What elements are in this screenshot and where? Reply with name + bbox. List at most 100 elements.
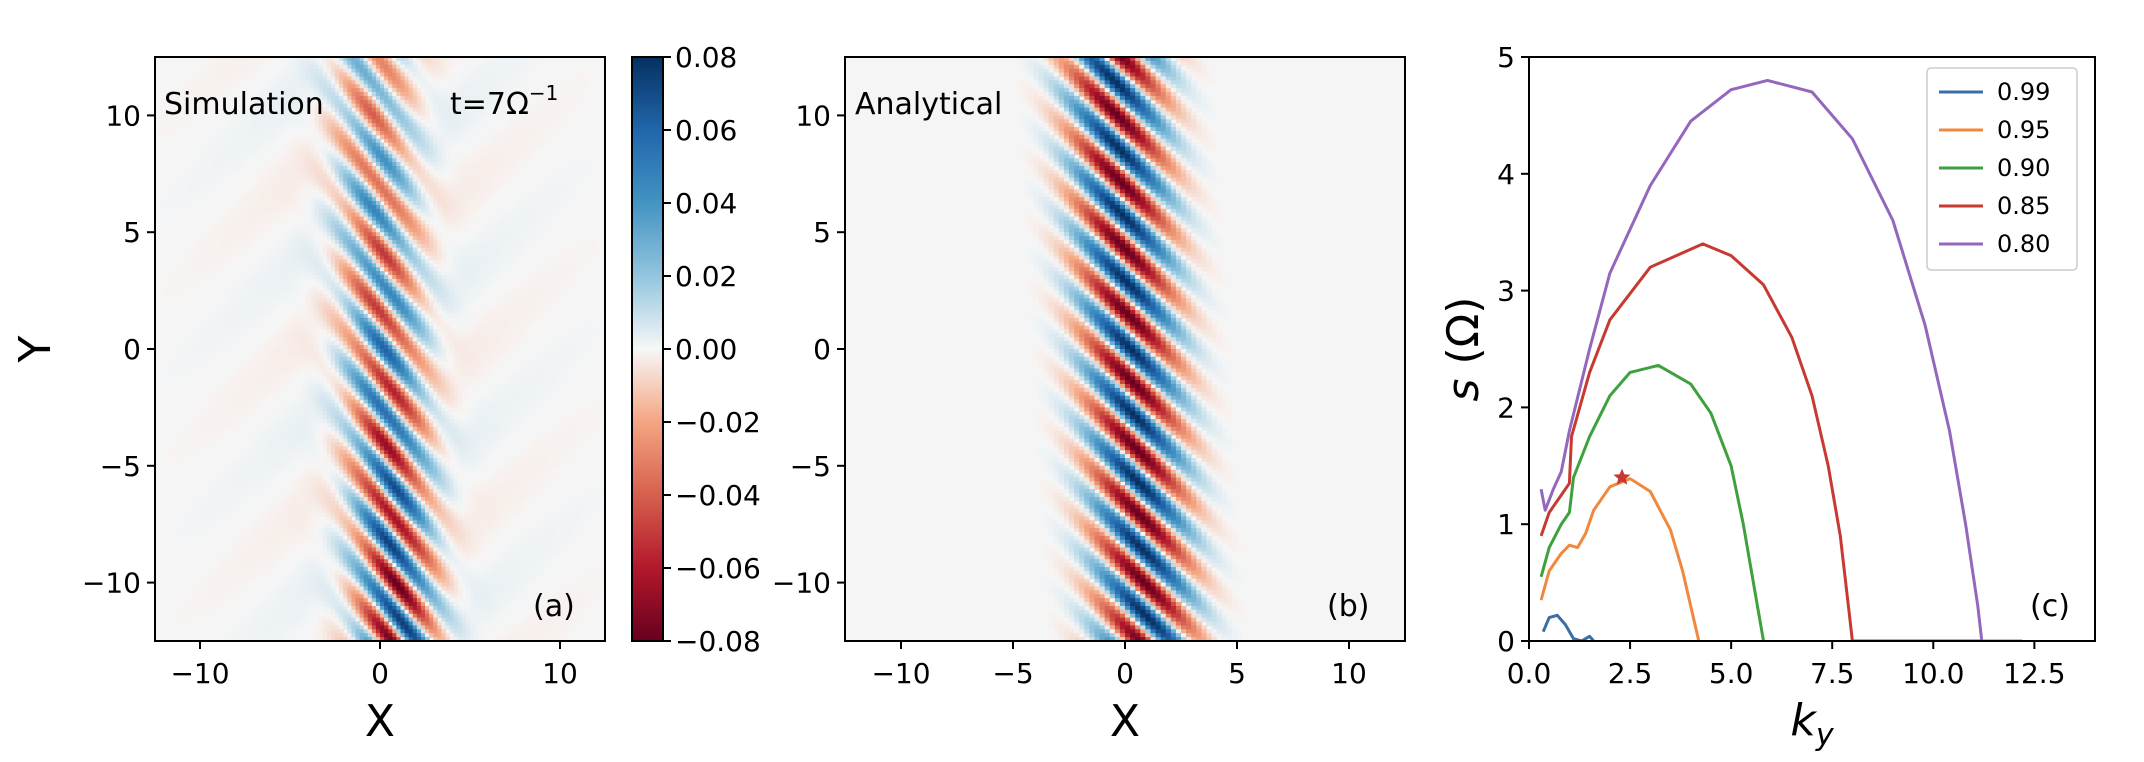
- heatmap-cell: [294, 228, 299, 233]
- heatmap-cell: [388, 111, 393, 116]
- heatmap-cell: [273, 88, 279, 93]
- heatmap-cell: [216, 68, 222, 74]
- heatmap-cell: [159, 130, 164, 136]
- heatmap-cell: [347, 298, 352, 303]
- heatmap-cell: [506, 224, 512, 229]
- heatmap-cell: [224, 84, 230, 89]
- heatmap-cell: [502, 255, 508, 261]
- heatmap-cell: [224, 212, 230, 218]
- heatmap-cell: [506, 64, 512, 70]
- heatmap-cell: [187, 275, 193, 280]
- heatmap-cell: [474, 72, 479, 78]
- heatmap-cell: [228, 220, 234, 226]
- heatmap-cell: [502, 138, 508, 144]
- heatmap-cell: [457, 278, 463, 284]
- heatmap-cell: [392, 197, 397, 202]
- heatmap-cell: [547, 290, 553, 296]
- heatmap-cell: [236, 251, 242, 257]
- heatmap-cell: [396, 232, 402, 237]
- heatmap-cell: [445, 115, 451, 120]
- heatmap-cell: [498, 220, 504, 226]
- heatmap-cell: [249, 60, 254, 66]
- heatmap-cell: [396, 119, 402, 124]
- heatmap-cell: [326, 220, 332, 226]
- heatmap-cell: [326, 216, 332, 222]
- heatmap-cell: [388, 189, 393, 194]
- heatmap-cell: [351, 294, 357, 299]
- heatmap-cell: [253, 239, 258, 245]
- heatmap-cell: [306, 216, 312, 222]
- heatmap-cell: [547, 111, 553, 116]
- heatmap-cell: [465, 88, 471, 93]
- heatmap-cell: [212, 162, 217, 167]
- heatmap-cell: [277, 92, 283, 97]
- heatmap-cell: [457, 162, 463, 167]
- heatmap-cell: [478, 236, 483, 241]
- heatmap-cell: [298, 177, 303, 183]
- heatmap-cell: [322, 57, 328, 62]
- heatmap-cell: [498, 185, 504, 190]
- heatmap-cell: [347, 72, 352, 78]
- heatmap-cell: [216, 236, 222, 241]
- heatmap-cell: [519, 239, 524, 245]
- heatmap-cell: [474, 154, 479, 159]
- heatmap-cell: [502, 298, 508, 303]
- heatmap-cell: [396, 185, 402, 190]
- heatmap-cell: [216, 92, 222, 97]
- heatmap-cell: [277, 251, 283, 257]
- heatmap-cell: [281, 64, 287, 70]
- heatmap-cell: [425, 92, 430, 97]
- heatmap-cell: [265, 130, 271, 136]
- heatmap-cell: [224, 162, 230, 167]
- heatmap-cell: [515, 208, 520, 214]
- heatmap-cell: [580, 154, 586, 159]
- heatmap-cell: [228, 298, 234, 303]
- heatmap-cell: [216, 247, 222, 253]
- heatmap-cell: [396, 290, 402, 296]
- heatmap-cell: [510, 216, 516, 222]
- heatmap-cell: [478, 255, 483, 261]
- heatmap-cell: [339, 84, 344, 89]
- heatmap-cell: [474, 68, 479, 74]
- heatmap-cell: [498, 138, 504, 144]
- heatmap-cell: [392, 236, 397, 241]
- heatmap-cell: [392, 169, 397, 175]
- heatmap-cell: [359, 177, 365, 183]
- heatmap-cell: [441, 150, 447, 155]
- heatmap-cell: [375, 282, 381, 288]
- heatmap-cell: [416, 80, 422, 85]
- heatmap-cell: [453, 173, 459, 179]
- heatmap-cell: [322, 130, 328, 136]
- heatmap-cell: [404, 84, 410, 89]
- heatmap-cell: [347, 154, 352, 159]
- heatmap-cell: [519, 212, 524, 218]
- heatmap-cell: [515, 84, 520, 89]
- heatmap-cell: [465, 189, 471, 194]
- heatmap-cell: [392, 119, 397, 124]
- heatmap-cell: [273, 92, 279, 97]
- heatmap-cell: [273, 134, 279, 140]
- heatmap-cell: [486, 60, 492, 66]
- heatmap-cell: [155, 127, 160, 132]
- heatmap-cell: [200, 243, 205, 249]
- heatmap-cell: [355, 267, 361, 272]
- heatmap-cell: [457, 134, 463, 140]
- heatmap-cell: [506, 57, 512, 62]
- heatmap-cell: [375, 146, 381, 152]
- heatmap-cell: [208, 239, 213, 245]
- heatmap-cell: [212, 224, 217, 229]
- heatmap-cell: [449, 111, 455, 116]
- heatmap-cell: [187, 76, 193, 81]
- heatmap-cell: [441, 243, 447, 249]
- heatmap-cell: [461, 263, 467, 268]
- heatmap-cell: [195, 271, 201, 276]
- heatmap-cell: [273, 243, 279, 249]
- heatmap-cell: [265, 138, 271, 144]
- heatmap-cell: [245, 298, 250, 303]
- heatmap-cell: [498, 80, 504, 85]
- heatmap-cell: [478, 181, 483, 187]
- heatmap-cell: [236, 111, 242, 116]
- heatmap-cell: [449, 138, 455, 144]
- heatmap-cell: [204, 259, 209, 264]
- heatmap-cell: [412, 263, 418, 268]
